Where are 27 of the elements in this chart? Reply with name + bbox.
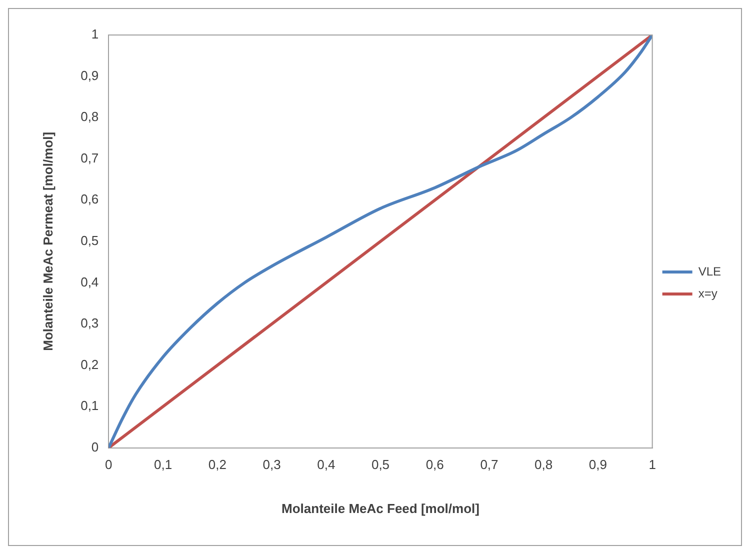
x-tick-label: 0,1	[154, 457, 172, 472]
x-tick-label: 0,5	[371, 457, 390, 472]
x-tick-label: 0,3	[262, 457, 281, 472]
y-tick-label: 0,2	[80, 356, 99, 372]
line-series	[108, 35, 652, 448]
y-tick-label: 0,5	[80, 232, 99, 248]
y-tick-label: 1	[91, 26, 99, 42]
legend-label: x=y	[698, 286, 718, 300]
x-axis-title: Molanteile MeAc Feed [mol/mol]	[282, 500, 480, 516]
x-tick-label: 0,2	[208, 457, 226, 472]
x-tick-label: 0,8	[534, 457, 553, 472]
y-tick-label: 0,8	[80, 109, 99, 124]
y-tick-label: 0,1	[80, 398, 99, 414]
x-tick-label: 0,9	[588, 457, 607, 472]
x-tick-label: 0,4	[317, 457, 336, 472]
y-tick-label: 0,7	[80, 150, 99, 166]
x-tick-label: 0,6	[426, 457, 444, 472]
y-axis-title: Molanteile MeAc Permeat [mol/mol]	[40, 132, 56, 351]
y-tick-label: 0,3	[80, 316, 99, 331]
y-tick-label: 0,9	[80, 68, 99, 83]
y-tick-label: 0,4	[80, 274, 99, 290]
x-tick-label: 0,7	[480, 457, 498, 472]
x-tick-label: 1	[648, 457, 656, 472]
legend-label: VLE	[698, 264, 722, 278]
y-tick-label: 0	[91, 439, 99, 454]
y-tick-label: 0,6	[80, 192, 99, 207]
x-tick-label: 0	[105, 457, 112, 472]
